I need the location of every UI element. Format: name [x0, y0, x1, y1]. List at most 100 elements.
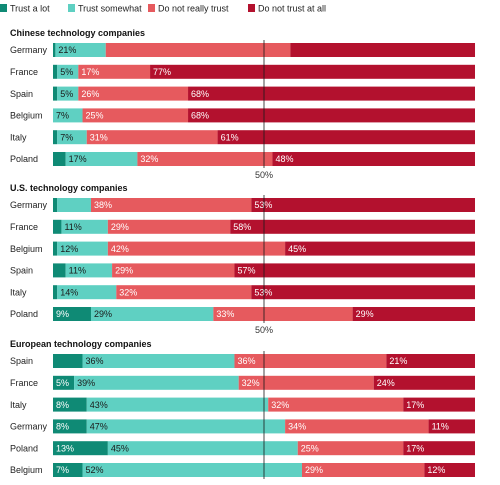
data-label: 32% — [242, 378, 260, 388]
bar-segment-do-not-trust-at-all — [352, 307, 475, 321]
chart-panels: Chinese technology companies Germany 21% Fr… — [10, 28, 476, 479]
data-label: 33% — [216, 309, 234, 319]
bar-segment-trust-somewhat — [61, 219, 108, 234]
data-label: 47% — [90, 422, 108, 432]
data-label: 9% — [56, 309, 69, 319]
bar-segment-trust-a-lot — [53, 307, 91, 321]
bar-segment-trust-somewhat — [82, 354, 235, 368]
legend-label-trust-somewhat: Trust somewhat — [78, 4, 142, 14]
bar-row-belgium: Belgium 7% 25% 68% — [10, 108, 476, 123]
bar-segment-trust-a-lot — [53, 263, 66, 278]
bar-segment-trust-a-lot — [53, 463, 83, 477]
bar-segment-do-not-trust-at-all — [150, 64, 475, 79]
bar-segment-do-not-trust-at-all — [403, 397, 475, 412]
bar-segment-do-not-trust-at-all — [386, 354, 475, 368]
data-label: 25% — [301, 443, 319, 453]
data-label: 12% — [427, 465, 445, 475]
data-label: 14% — [60, 287, 78, 297]
bar-segment-do-not-really-trust — [137, 152, 273, 166]
data-label: 8% — [56, 400, 69, 410]
bar-row-france: France 5% 17% 77% — [10, 64, 475, 79]
data-label: 29% — [356, 309, 374, 319]
bar-segment-trust-somewhat — [107, 441, 298, 456]
data-label: 38% — [94, 200, 112, 210]
data-label: 39% — [77, 378, 95, 388]
bar-segment-do-not-trust-at-all — [373, 375, 475, 390]
bar-segment-do-not-really-trust — [107, 241, 286, 256]
data-label: 53% — [254, 287, 272, 297]
bar-segment-do-not-really-trust — [82, 108, 189, 123]
data-label: 17% — [69, 154, 87, 164]
data-label: 34% — [288, 422, 306, 432]
bar-segment-do-not-trust-at-all — [217, 130, 475, 145]
bar-row-belgium: Belgium 7% 52% 29% 12% — [10, 463, 475, 477]
bar-segment-trust-somewhat — [57, 241, 108, 256]
country-label: Poland — [10, 443, 38, 453]
bar-row-germany: Germany 8% 47% 34% 11% — [10, 419, 475, 434]
data-label: 13% — [56, 443, 74, 453]
bar-row-poland: Poland 13% 45% 25% 17% — [10, 441, 475, 456]
bar-segment-trust-a-lot — [53, 219, 62, 234]
country-label: Poland — [10, 154, 38, 164]
country-label: Germany — [10, 422, 48, 432]
bar-segment-do-not-really-trust — [78, 64, 151, 79]
bar-segment-do-not-really-trust — [285, 419, 429, 434]
bar-segment-trust-a-lot — [53, 441, 108, 456]
bar-segment-trust-a-lot — [53, 397, 87, 412]
panel-european-technology-companies: European technology companies Spain 36% 36%… — [10, 339, 475, 479]
country-label: France — [10, 378, 38, 388]
data-label: 29% — [115, 266, 133, 276]
data-label: 61% — [221, 132, 239, 142]
country-label: France — [10, 67, 38, 77]
bar-row-poland: Poland 9% 29% 33% 29% — [10, 307, 475, 321]
midline-label: 50% — [255, 170, 273, 180]
data-label: 17% — [81, 67, 99, 77]
data-label: 11% — [69, 266, 86, 276]
country-label: Italy — [10, 400, 27, 410]
panel-title: Chinese technology companies — [10, 28, 145, 38]
data-label: 7% — [56, 465, 69, 475]
bar-segment-do-not-trust-at-all — [251, 285, 475, 300]
legend-swatch-trust-somewhat — [68, 4, 75, 12]
country-label: Belgium — [10, 111, 43, 121]
country-label: Belgium — [10, 465, 43, 475]
data-label: 21% — [389, 356, 407, 366]
bar-segment-trust-somewhat — [82, 463, 302, 477]
bar-segment-do-not-really-trust — [107, 219, 231, 234]
legend-swatch-do-not-trust-at-all — [248, 4, 255, 12]
country-label: Italy — [10, 132, 27, 142]
country-label: Poland — [10, 309, 38, 319]
data-label: 5% — [60, 67, 73, 77]
bar-segment-trust-a-lot — [53, 64, 58, 79]
bar-segment-do-not-trust-at-all — [290, 43, 476, 57]
bar-segment-do-not-really-trust — [116, 285, 252, 300]
data-label: 11% — [64, 222, 81, 232]
bar-segment-trust-a-lot — [53, 354, 83, 368]
bar-segment-trust-a-lot — [53, 86, 58, 101]
bar-row-italy: Italy 8% 43% 32% 17% — [10, 397, 475, 412]
data-label: 26% — [81, 89, 99, 99]
bar-segment-do-not-really-trust — [301, 463, 425, 477]
bar-segment-do-not-really-trust — [238, 375, 374, 390]
legend-label-do-not-trust-at-all: Do not trust at all — [258, 4, 326, 14]
data-label: 32% — [119, 287, 137, 297]
country-label: Spain — [10, 89, 33, 99]
bar-segment-do-not-trust-at-all — [285, 241, 475, 256]
bar-segment-trust-somewhat — [57, 198, 91, 212]
panel-title: U.S. technology companies — [10, 183, 128, 193]
bar-segment-do-not-really-trust — [112, 263, 235, 278]
data-label: 58% — [233, 222, 251, 232]
bar-segment-do-not-trust-at-all — [188, 108, 476, 123]
data-label: 25% — [86, 111, 104, 121]
bar-segment-trust-somewhat — [57, 285, 117, 300]
bar-row-spain: Spain 5% 26% 68% — [10, 86, 476, 101]
data-label: 43% — [90, 400, 108, 410]
data-label: 5% — [56, 378, 69, 388]
bar-segment-trust-somewhat — [86, 397, 269, 412]
data-label: 17% — [406, 443, 424, 453]
bar-segment-do-not-really-trust — [268, 397, 404, 412]
country-label: Belgium — [10, 244, 43, 254]
bar-segment-do-not-trust-at-all — [403, 441, 475, 456]
bar-segment-trust-somewhat — [74, 375, 239, 390]
